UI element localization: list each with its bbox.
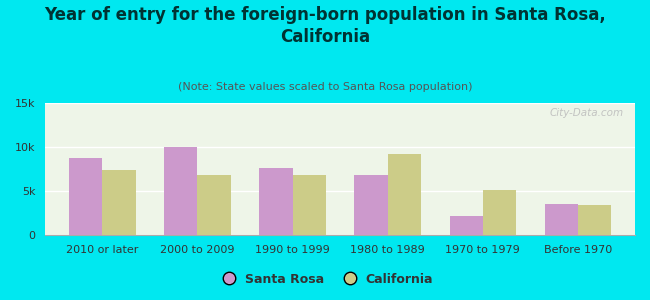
Bar [354,175,387,235]
Bar [69,158,102,235]
Bar [198,175,231,235]
Bar [164,147,198,235]
Bar [578,205,611,235]
Text: (Note: State values scaled to Santa Rosa population): (Note: State values scaled to Santa Rosa… [177,82,473,92]
Text: Year of entry for the foreign-born population in Santa Rosa,
California: Year of entry for the foreign-born popul… [44,6,606,46]
Bar [450,216,483,235]
Bar [483,190,516,235]
Bar [545,203,578,235]
Bar [292,175,326,235]
Bar [102,170,136,235]
Bar [259,168,292,235]
Bar [387,154,421,235]
Legend: Santa Rosa, California: Santa Rosa, California [212,268,438,291]
Text: City-Data.com: City-Data.com [549,108,623,118]
